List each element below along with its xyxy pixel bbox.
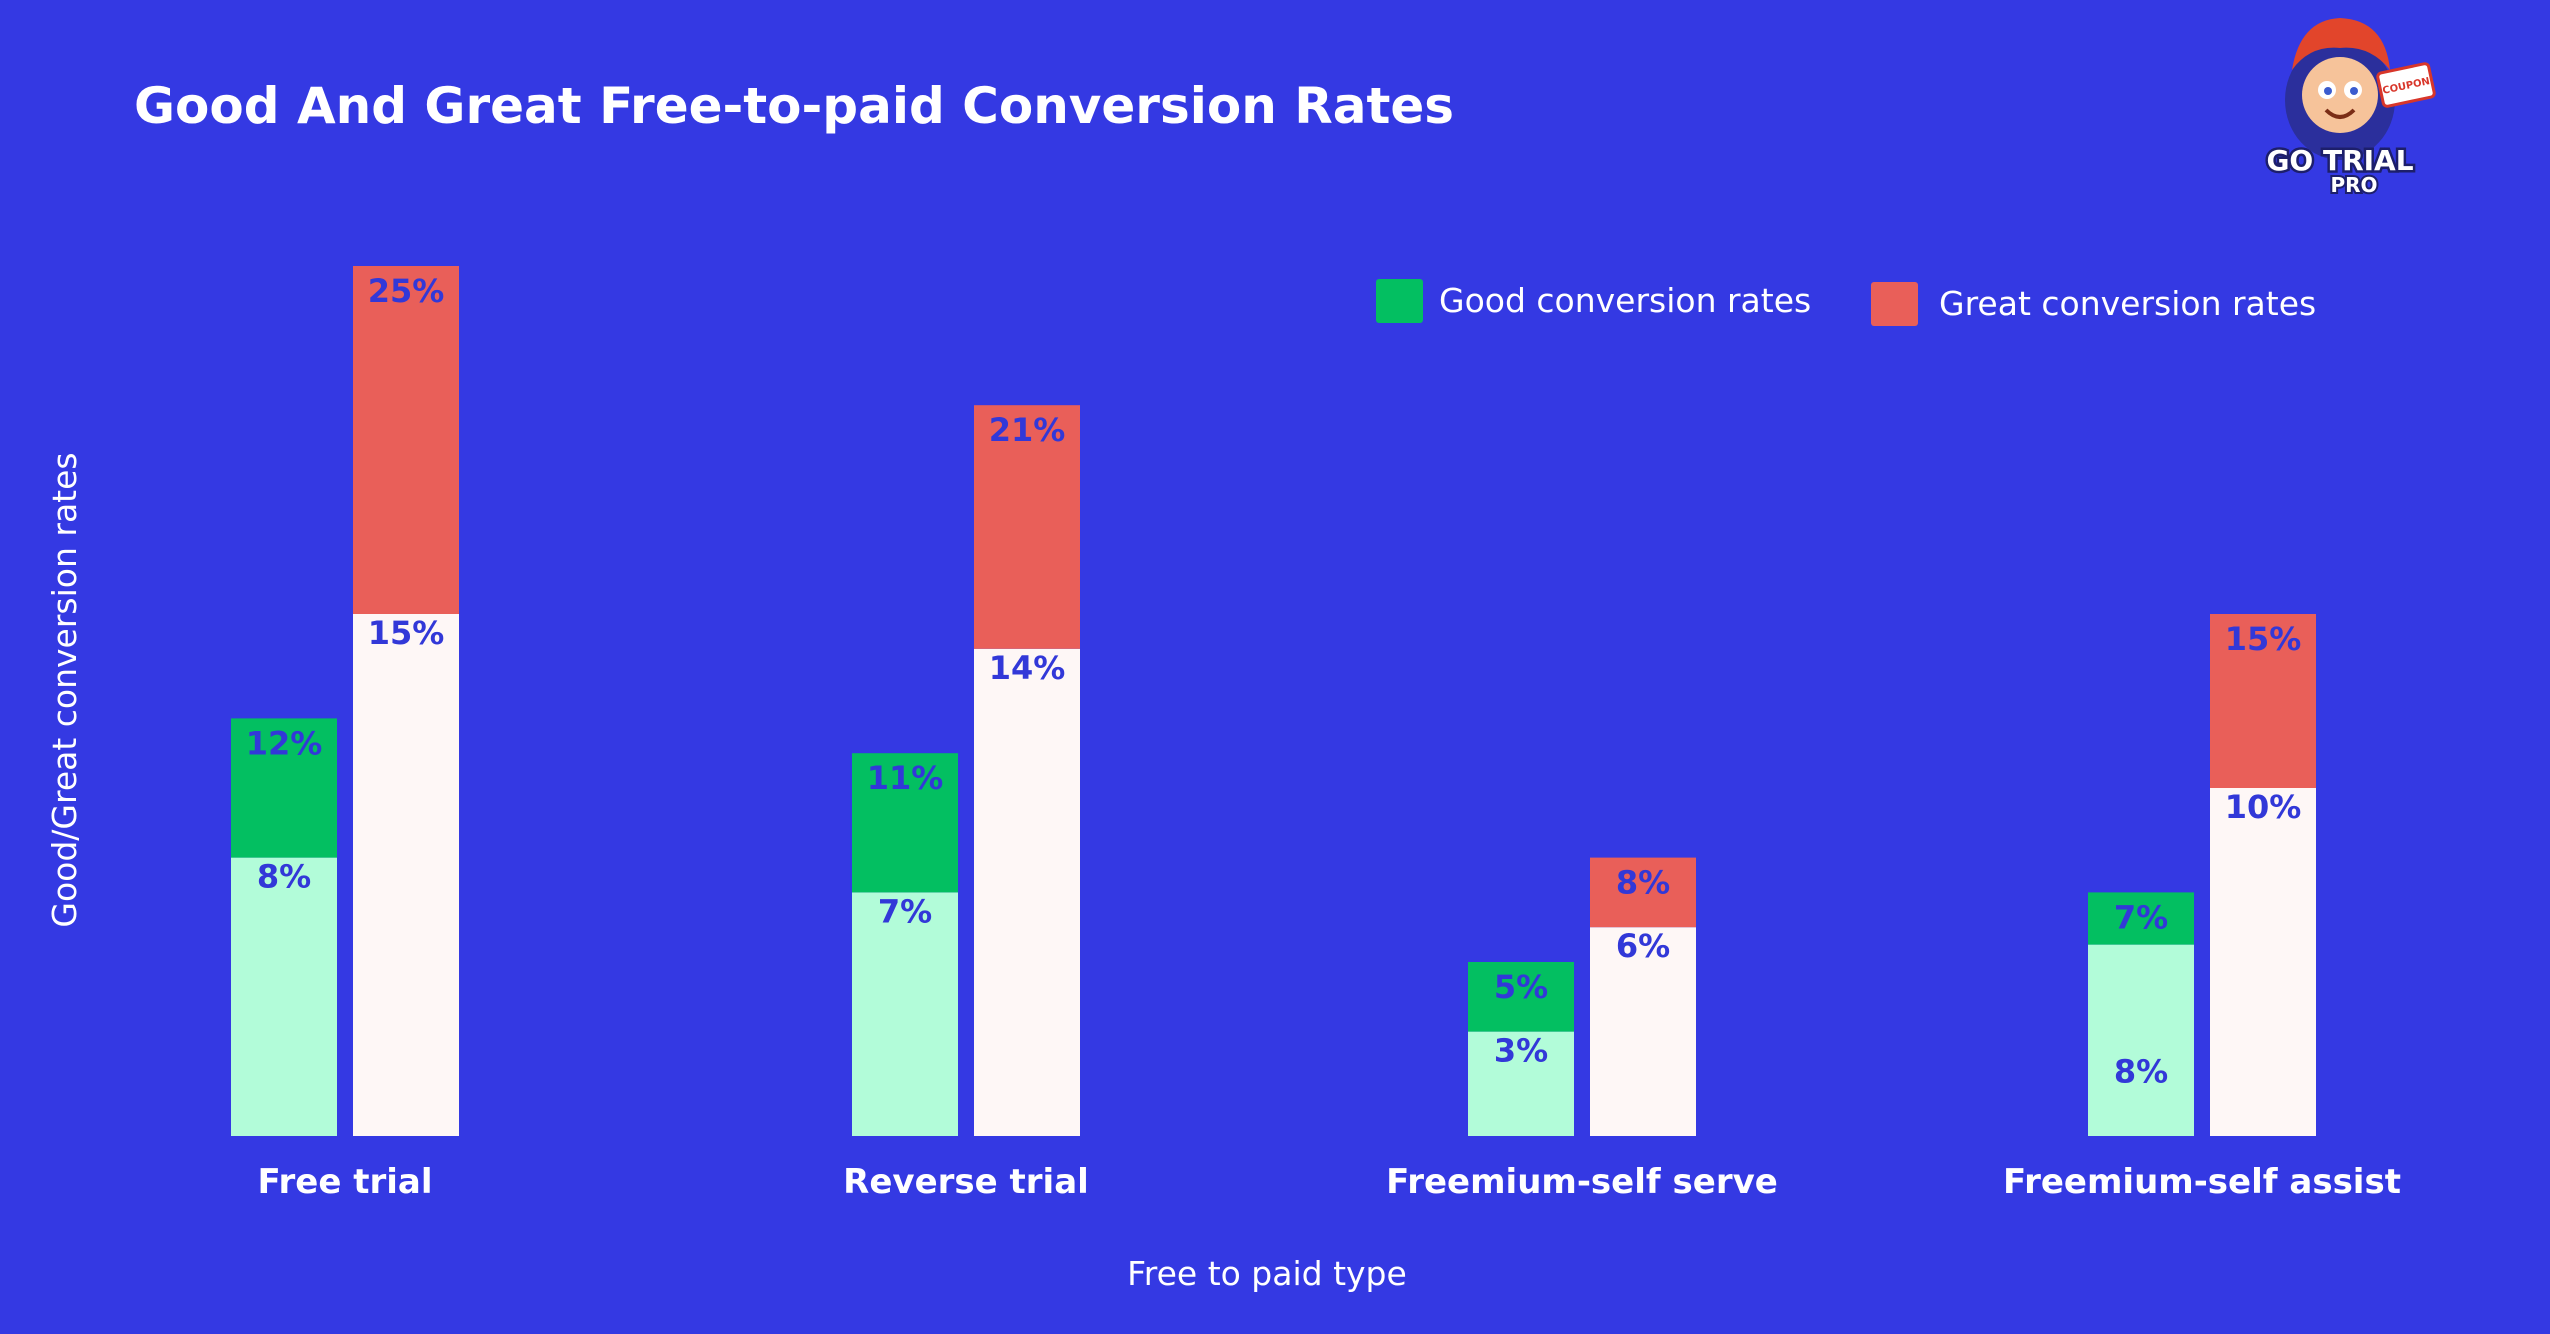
bar-great-top-reverse-trial (974, 405, 1080, 649)
bar-great-base-freemium-self-serve (1590, 927, 1696, 1136)
coupon-ticket-icon (2376, 62, 2436, 108)
mascot-hair-icon (2292, 18, 2390, 70)
bar-great-base-free-trial (353, 614, 459, 1136)
value-label-good-low-free-trial: 8% (257, 858, 311, 896)
value-label-good-low-freemium-self-assist: 8% (2114, 1053, 2168, 1091)
bar-great-base-reverse-trial (974, 648, 1080, 1136)
bar-good-top-freemium-self-serve (1468, 962, 1574, 1032)
legend-label-great: Great conversion rates (1939, 284, 2316, 323)
mascot-smile-icon (2324, 108, 2356, 119)
legend-label-good: Good conversion rates (1439, 281, 1811, 320)
category-label-reverse-trial: Reverse trial (843, 1162, 1089, 1202)
legend: Good conversion rates Great conversion r… (1376, 279, 2316, 326)
value-label-great-low-freemium-self-assist: 10% (2225, 788, 2302, 826)
mascot-pupil-left-icon (2324, 87, 2332, 95)
category-label-freemium-self-serve: Freemium-self serve (1386, 1162, 1778, 1202)
value-label-great-high-reverse-trial: 21% (989, 411, 1066, 449)
bar-great-top-freemium-self-serve (1590, 857, 1696, 928)
bar-good-top-reverse-trial (852, 753, 958, 893)
y-axis-label: Good/Great conversion rates (45, 452, 84, 927)
bar-great-top-free-trial (353, 266, 459, 614)
bar-good-base-free-trial (231, 857, 337, 1136)
value-label-great-low-freemium-self-serve: 6% (1616, 927, 1670, 965)
x-axis-label: Free to paid type (1127, 1254, 1407, 1293)
bar-great-base-freemium-self-assist (2210, 788, 2316, 1136)
bar-good-base-reverse-trial (852, 892, 958, 1136)
mascot-face-icon (2302, 57, 2378, 133)
mascot-pupil-right-icon (2350, 87, 2358, 95)
value-label-good-high-free-trial: 12% (246, 724, 323, 762)
logo-text-line2: PRO (2330, 173, 2377, 197)
legend-swatch-good (1376, 279, 1423, 323)
bar-good-base-freemium-self-serve (1468, 1031, 1574, 1136)
value-label-good-high-reverse-trial: 11% (867, 759, 944, 797)
category-labels-group: Free trial Reverse trial Freemium-self ser… (257, 1162, 2400, 1202)
value-label-great-low-free-trial: 15% (368, 614, 445, 652)
category-label-freemium-self-assist: Freemium-self assist (2003, 1162, 2401, 1202)
chart-title: Good And Great Free-to-paid Conversion R… (134, 77, 1454, 135)
value-label-great-low-reverse-trial: 14% (989, 649, 1066, 687)
logo-text-line1: GO TRIAL (2266, 144, 2413, 177)
bar-good-top-freemium-self-assist (2088, 892, 2194, 945)
value-label-good-low-reverse-trial: 7% (878, 892, 932, 930)
legend-swatch-great (1871, 282, 1918, 326)
value-label-great-high-free-trial: 25% (368, 272, 445, 310)
value-label-great-high-freemium-self-assist: 15% (2225, 620, 2302, 658)
value-label-good-high-freemium-self-serve: 5% (1494, 968, 1548, 1006)
value-labels-group: 8% 12% 15% 25% 7% 11% 14% 21% 3% 5% 6% 8% 8% 7% 10% 15% (246, 272, 2302, 1091)
bar-good-top-free-trial (231, 718, 337, 858)
value-label-good-low-freemium-self-serve: 3% (1494, 1032, 1548, 1070)
category-label-free-trial: Free trial (257, 1162, 432, 1202)
bar-great-top-freemium-self-assist (2210, 614, 2316, 788)
bars-group (231, 266, 2316, 1136)
value-label-good-high-freemium-self-assist: 7% (2114, 898, 2168, 936)
go-trial-pro-logo: COUPON GO TRIAL PRO (2264, 18, 2436, 199)
bar-good-base-freemium-self-assist (2088, 944, 2194, 1136)
value-label-great-high-freemium-self-serve: 8% (1616, 864, 1670, 902)
